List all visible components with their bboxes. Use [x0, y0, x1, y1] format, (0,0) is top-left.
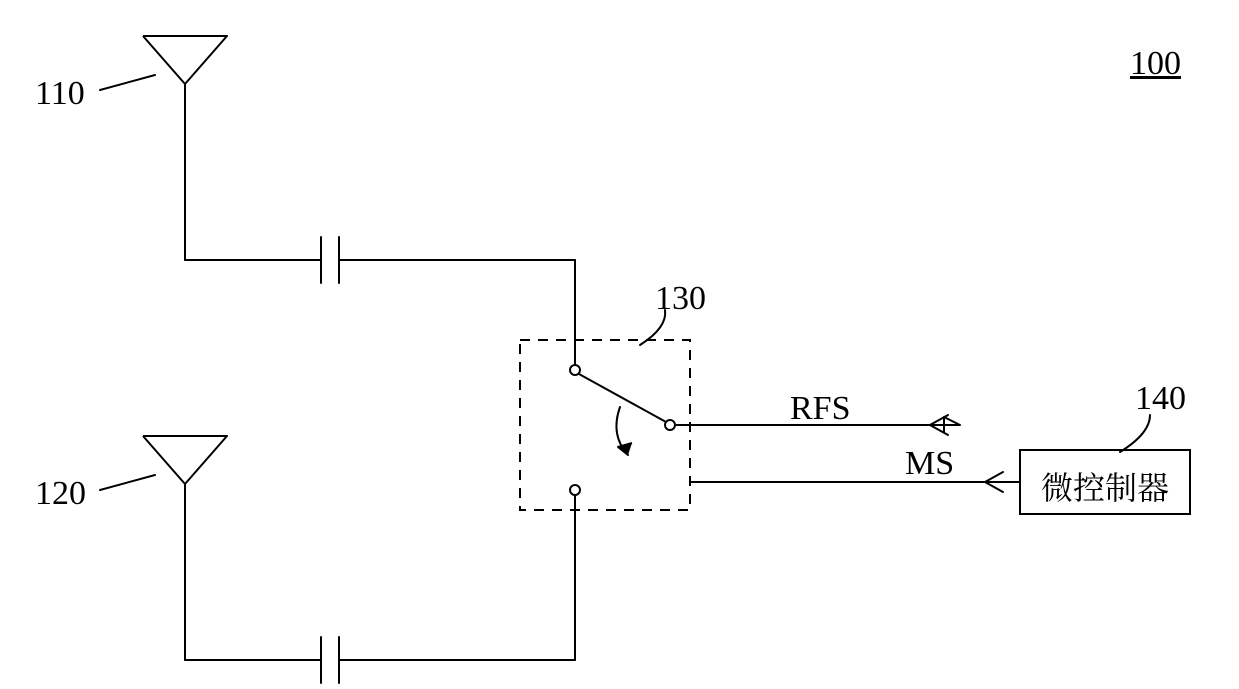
- title-label: 100: [1130, 45, 1181, 83]
- ref-110-label: 110: [35, 75, 85, 113]
- ref-140-label: 140: [1135, 380, 1186, 418]
- mcu-box-label: 微控制器: [1020, 463, 1190, 509]
- ms-label: MS: [905, 445, 954, 483]
- diagram-root: 100 110 120 130 140 RFS MS 微控制器: [0, 0, 1239, 689]
- ref-130-label: 130: [655, 280, 706, 318]
- diagram-svg: [0, 0, 1239, 689]
- rfs-label: RFS: [790, 390, 851, 428]
- ref-120-label: 120: [35, 475, 86, 513]
